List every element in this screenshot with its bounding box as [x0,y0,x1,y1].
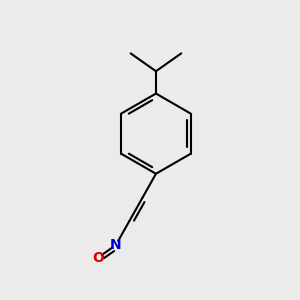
Text: N: N [110,238,122,252]
Text: O: O [92,250,104,265]
